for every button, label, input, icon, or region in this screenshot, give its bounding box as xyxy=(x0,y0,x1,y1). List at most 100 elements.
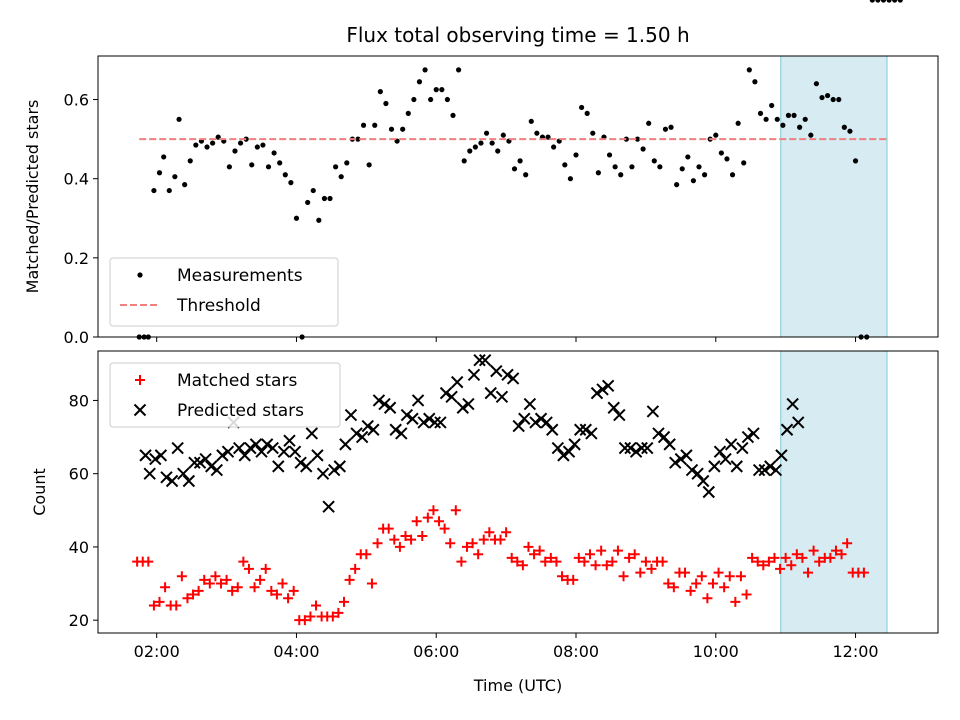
data-point xyxy=(166,187,172,194)
data-point xyxy=(517,158,523,164)
data-point xyxy=(366,578,377,589)
data-point xyxy=(869,0,875,3)
data-point xyxy=(584,549,595,560)
data-point xyxy=(601,560,612,571)
data-point xyxy=(741,430,755,444)
data-point xyxy=(210,140,216,146)
data-point xyxy=(618,441,632,455)
data-point xyxy=(640,146,646,152)
data-point xyxy=(747,552,758,563)
data-point xyxy=(210,571,221,582)
data-point xyxy=(797,552,808,563)
data-point xyxy=(428,416,442,429)
data-point xyxy=(288,180,294,186)
data-point xyxy=(746,67,752,73)
data-point xyxy=(360,122,367,128)
plot-frame xyxy=(97,350,939,634)
data-point xyxy=(455,67,462,73)
data-point xyxy=(506,552,517,563)
data-point xyxy=(830,96,836,103)
data-point xyxy=(540,416,553,429)
data-point xyxy=(249,582,260,593)
data-point xyxy=(210,463,224,477)
data-point xyxy=(293,215,300,221)
data-point xyxy=(444,96,451,103)
y-tick-label: 20 xyxy=(69,611,89,630)
data-point xyxy=(366,162,372,168)
data-point xyxy=(176,116,182,122)
data-point xyxy=(394,541,405,552)
data-point xyxy=(462,397,475,411)
data-point xyxy=(161,154,167,160)
data-point xyxy=(752,463,766,477)
data-point xyxy=(439,386,453,400)
data-point xyxy=(836,549,847,560)
data-point xyxy=(204,578,215,589)
data-point xyxy=(484,386,497,400)
data-point xyxy=(562,162,568,168)
data-point xyxy=(277,160,283,166)
data-point xyxy=(433,87,439,93)
data-point xyxy=(204,144,210,150)
count-panel: 02:00 04:00 06:00 08:00 10:00 12:00 20 40 60 80 Co… xyxy=(30,350,939,661)
data-point xyxy=(791,549,802,560)
data-point xyxy=(786,397,799,411)
data-point xyxy=(193,456,207,469)
y-tick-label: 0.0 xyxy=(64,328,89,347)
data-point xyxy=(333,460,347,473)
data-point xyxy=(266,585,277,596)
data-point xyxy=(422,67,428,73)
data-point xyxy=(495,390,509,403)
data-point xyxy=(629,549,640,560)
data-point xyxy=(652,427,665,440)
data-point xyxy=(568,574,579,585)
data-point xyxy=(500,132,506,138)
data-point xyxy=(680,449,693,462)
data-point xyxy=(472,144,478,150)
x-tick-label: 04:00 xyxy=(273,642,319,661)
data-point xyxy=(226,164,232,170)
data-point xyxy=(355,136,361,142)
data-point xyxy=(456,401,469,414)
data-point xyxy=(719,582,730,593)
data-point xyxy=(842,538,853,549)
data-point xyxy=(389,534,400,545)
data-point xyxy=(802,116,808,122)
legend-marker xyxy=(133,403,147,417)
y-tick-label: 0.6 xyxy=(64,91,89,110)
data-point xyxy=(489,140,495,146)
data-point xyxy=(484,527,495,538)
data-point xyxy=(780,122,786,128)
data-point xyxy=(724,571,735,582)
data-point xyxy=(764,460,777,473)
data-point xyxy=(651,158,657,164)
data-point xyxy=(265,164,272,170)
data-point xyxy=(378,397,391,411)
legend-entry: Measurements xyxy=(177,266,303,286)
data-point xyxy=(657,430,671,444)
data-point xyxy=(282,172,288,178)
data-point xyxy=(428,505,439,516)
data-point xyxy=(148,600,159,611)
data-point xyxy=(405,110,411,116)
data-point xyxy=(143,556,154,567)
data-point xyxy=(624,441,637,455)
data-point xyxy=(613,408,626,422)
data-point xyxy=(813,81,820,87)
data-point xyxy=(590,130,596,136)
data-point xyxy=(372,538,383,549)
data-point xyxy=(165,474,179,488)
data-point xyxy=(344,160,350,166)
data-point xyxy=(139,449,152,462)
data-point xyxy=(434,516,445,527)
data-point xyxy=(383,100,389,107)
data-point xyxy=(467,368,481,382)
data-point xyxy=(288,585,299,596)
data-point xyxy=(518,412,531,425)
data-point xyxy=(266,441,279,455)
data-point xyxy=(316,467,330,480)
series-predicted-stars xyxy=(139,355,805,513)
data-point xyxy=(679,166,685,172)
legend-marker xyxy=(137,272,143,278)
